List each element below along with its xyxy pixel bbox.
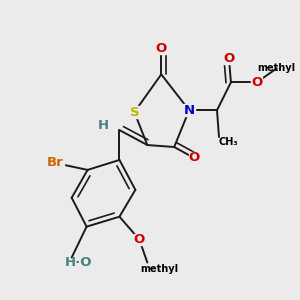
Text: Br: Br: [46, 156, 63, 170]
Text: O: O: [134, 233, 145, 246]
Bar: [156, 43, 167, 54]
Text: S: S: [130, 106, 139, 119]
Bar: [189, 152, 200, 164]
Text: O: O: [188, 152, 200, 164]
Text: H: H: [98, 118, 109, 132]
Text: O: O: [223, 52, 235, 65]
Bar: [134, 234, 145, 245]
Bar: [224, 53, 234, 64]
Text: N: N: [184, 104, 195, 117]
Bar: [46, 157, 64, 169]
Text: methyl: methyl: [140, 265, 178, 275]
Text: O: O: [251, 76, 262, 89]
Text: O: O: [156, 42, 167, 55]
Text: methyl: methyl: [258, 63, 296, 74]
Bar: [251, 77, 262, 88]
Text: H·O: H·O: [65, 256, 92, 269]
Text: CH₃: CH₃: [219, 137, 239, 147]
Bar: [128, 106, 140, 118]
Bar: [98, 120, 109, 130]
Bar: [183, 104, 195, 116]
